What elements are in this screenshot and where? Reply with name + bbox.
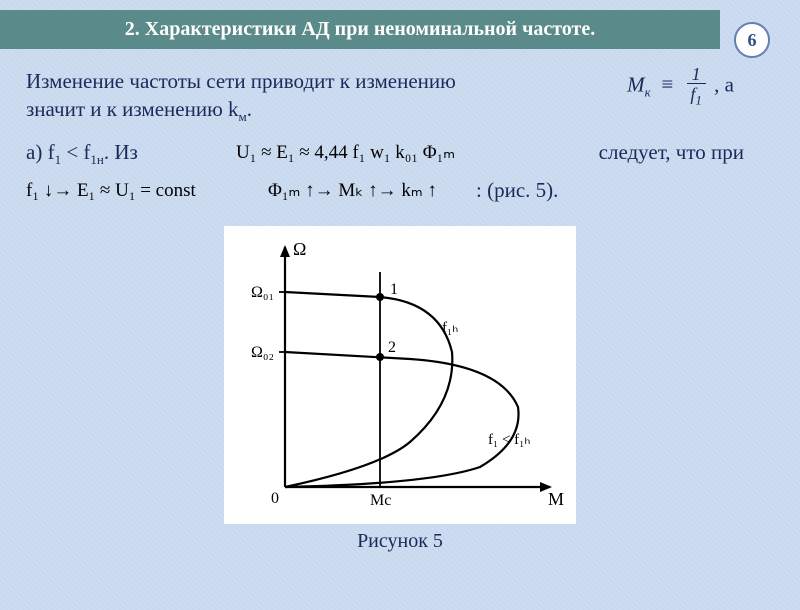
content-area: Изменение частоты сети приводит к измене… bbox=[0, 49, 800, 553]
paragraph-1: Изменение частоты сети приводит к измене… bbox=[26, 67, 774, 126]
formula-mk: Mк ≡ 1 f1 , а bbox=[627, 65, 734, 108]
para2-iz: . Из bbox=[104, 140, 138, 164]
svg-text:1: 1 bbox=[390, 281, 398, 298]
svg-text:Ω: Ω bbox=[293, 239, 306, 259]
para2-lt: < f bbox=[61, 140, 90, 164]
para1-line1: Изменение частоты сети приводит к измене… bbox=[26, 69, 456, 93]
para2-sub2: 1н bbox=[90, 152, 103, 167]
section-header: 2. Характеристики АД при неноминальной ч… bbox=[0, 10, 720, 49]
frac-num: 1 bbox=[687, 65, 706, 84]
frac-den: f1 bbox=[685, 84, 707, 108]
equiv-sign: ≡ bbox=[660, 72, 674, 96]
frac-den-sub: 1 bbox=[695, 93, 702, 108]
svg-text:Ω₀₂: Ω₀₂ bbox=[251, 344, 274, 361]
para2-end: : (рис. 5). bbox=[476, 172, 558, 210]
svg-text:f₁ₕ: f₁ₕ bbox=[442, 320, 458, 336]
para2-sled: следует, что при bbox=[599, 134, 744, 172]
svg-text:Mс: Mс bbox=[370, 492, 391, 509]
para1-sub: м bbox=[239, 110, 247, 125]
paragraph-2: а) f1 < f1н. Из U₁ ≈ E₁ ≈ 4,44 f₁ w₁ k₀₁… bbox=[26, 134, 774, 214]
mk-letter: M bbox=[627, 72, 645, 96]
figure-caption: Рисунок 5 bbox=[26, 530, 774, 553]
svg-text:2: 2 bbox=[388, 339, 396, 356]
figure-wrap: Ω₀₁ Ω₀₂ 1 2 f₁ₕ f₁ < f₁ₕ Ω M 0 Mс Рисунок 5 bbox=[26, 226, 774, 553]
para1-line2: значит и к изменению k bbox=[26, 97, 239, 121]
para2-a: а) f bbox=[26, 140, 55, 164]
mk-sub: к bbox=[645, 85, 651, 100]
page-number-badge: 6 bbox=[734, 22, 770, 58]
para1-a: , а bbox=[714, 72, 734, 96]
svg-text:0: 0 bbox=[271, 490, 279, 507]
para1-end: . bbox=[247, 97, 252, 121]
formula-u: U₁ ≈ E₁ ≈ 4,44 f₁ w₁ k₀₁ Φ₁ₘ bbox=[236, 136, 455, 170]
fraction: 1 f1 bbox=[685, 65, 707, 108]
svg-text:M: M bbox=[548, 489, 564, 509]
svg-text:f₁ < f₁ₕ: f₁ < f₁ₕ bbox=[488, 432, 530, 448]
page-number: 6 bbox=[748, 30, 757, 51]
formula-line2-left: f₁ ↓→ E₁ ≈ U₁ = const bbox=[26, 174, 196, 208]
formula-line2-right: Φ₁ₘ ↑→ Mₖ ↑→ kₘ ↑ bbox=[268, 174, 437, 208]
section-title: 2. Характеристики АД при неноминальной ч… bbox=[125, 18, 595, 40]
figure-box: Ω₀₁ Ω₀₂ 1 2 f₁ₕ f₁ < f₁ₕ Ω M 0 Mс bbox=[224, 226, 576, 524]
figure-svg: Ω₀₁ Ω₀₂ 1 2 f₁ₕ f₁ < f₁ₕ Ω M 0 Mс bbox=[230, 232, 570, 512]
svg-text:Ω₀₁: Ω₀₁ bbox=[251, 284, 274, 301]
